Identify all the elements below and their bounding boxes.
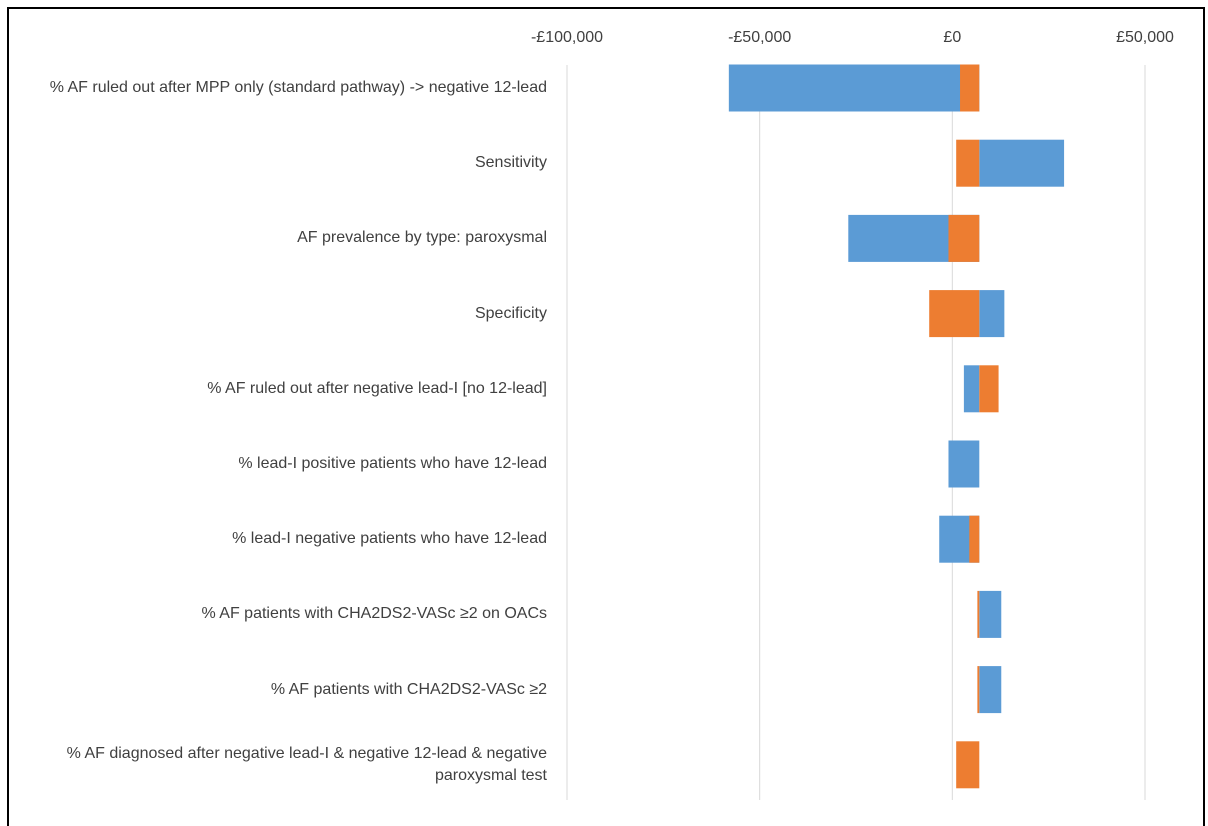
category-label: % lead-I positive patients who have 12-l…: [238, 455, 547, 472]
category-label-box: % AF ruled out after negative lead-I [no…: [207, 379, 547, 397]
bar: [728, 64, 980, 112]
bar: [979, 365, 999, 413]
bar: [969, 515, 980, 563]
category-label: % AF diagnosed after negative lead-I & n…: [66, 744, 547, 784]
category-label: % AF ruled out after MPP only (standard …: [49, 79, 547, 96]
bar: [979, 290, 1005, 338]
bar: [979, 666, 1002, 714]
category-label-box: % AF ruled out after MPP only (standard …: [49, 79, 547, 96]
category-label-box: % AF diagnosed after negative lead-I & n…: [66, 744, 547, 784]
category-label: AF prevalence by type: paroxysmal: [297, 229, 547, 247]
bar: [956, 741, 980, 789]
category-label: % AF patients with CHA2DS2-VASc ≥2: [270, 680, 547, 698]
category-label: Sensitivity: [474, 154, 547, 172]
x-tick-label: £0: [943, 29, 961, 46]
x-tick-label: -£100,000: [531, 29, 603, 46]
category-label: Specificity: [474, 304, 547, 322]
bar: [956, 139, 980, 187]
bar: [979, 139, 1065, 187]
x-tick-label: £50,000: [1116, 29, 1174, 46]
bar: [963, 365, 980, 413]
category-label-box: % AF patients with CHA2DS2-VASc ≥2: [270, 680, 547, 698]
bar: [960, 64, 980, 112]
category-label-box: Specificity: [474, 304, 547, 322]
frame: [7, 7, 1205, 826]
category-label-box: % AF patients with CHA2DS2-VASc ≥2 on OA…: [201, 605, 547, 623]
x-tick-label: -£50,000: [728, 29, 791, 46]
category-label: % AF ruled out after negative lead-I [no…: [207, 379, 547, 397]
category-label: % AF patients with CHA2DS2-VASc ≥2 on OA…: [201, 605, 547, 623]
bar: [977, 590, 980, 638]
bar: [948, 214, 980, 262]
bar: [929, 290, 980, 338]
bar: [979, 590, 1002, 638]
category-label-box: % lead-I positive patients who have 12-l…: [238, 455, 547, 472]
bar: [948, 440, 980, 488]
bar: [977, 666, 980, 714]
category-label-box: % lead-I negative patients who have 12-l…: [232, 530, 547, 548]
category-label-box: Sensitivity: [474, 154, 547, 172]
category-label-box: AF prevalence by type: paroxysmal: [297, 229, 547, 247]
category-label: % lead-I negative patients who have 12-l…: [232, 530, 547, 548]
